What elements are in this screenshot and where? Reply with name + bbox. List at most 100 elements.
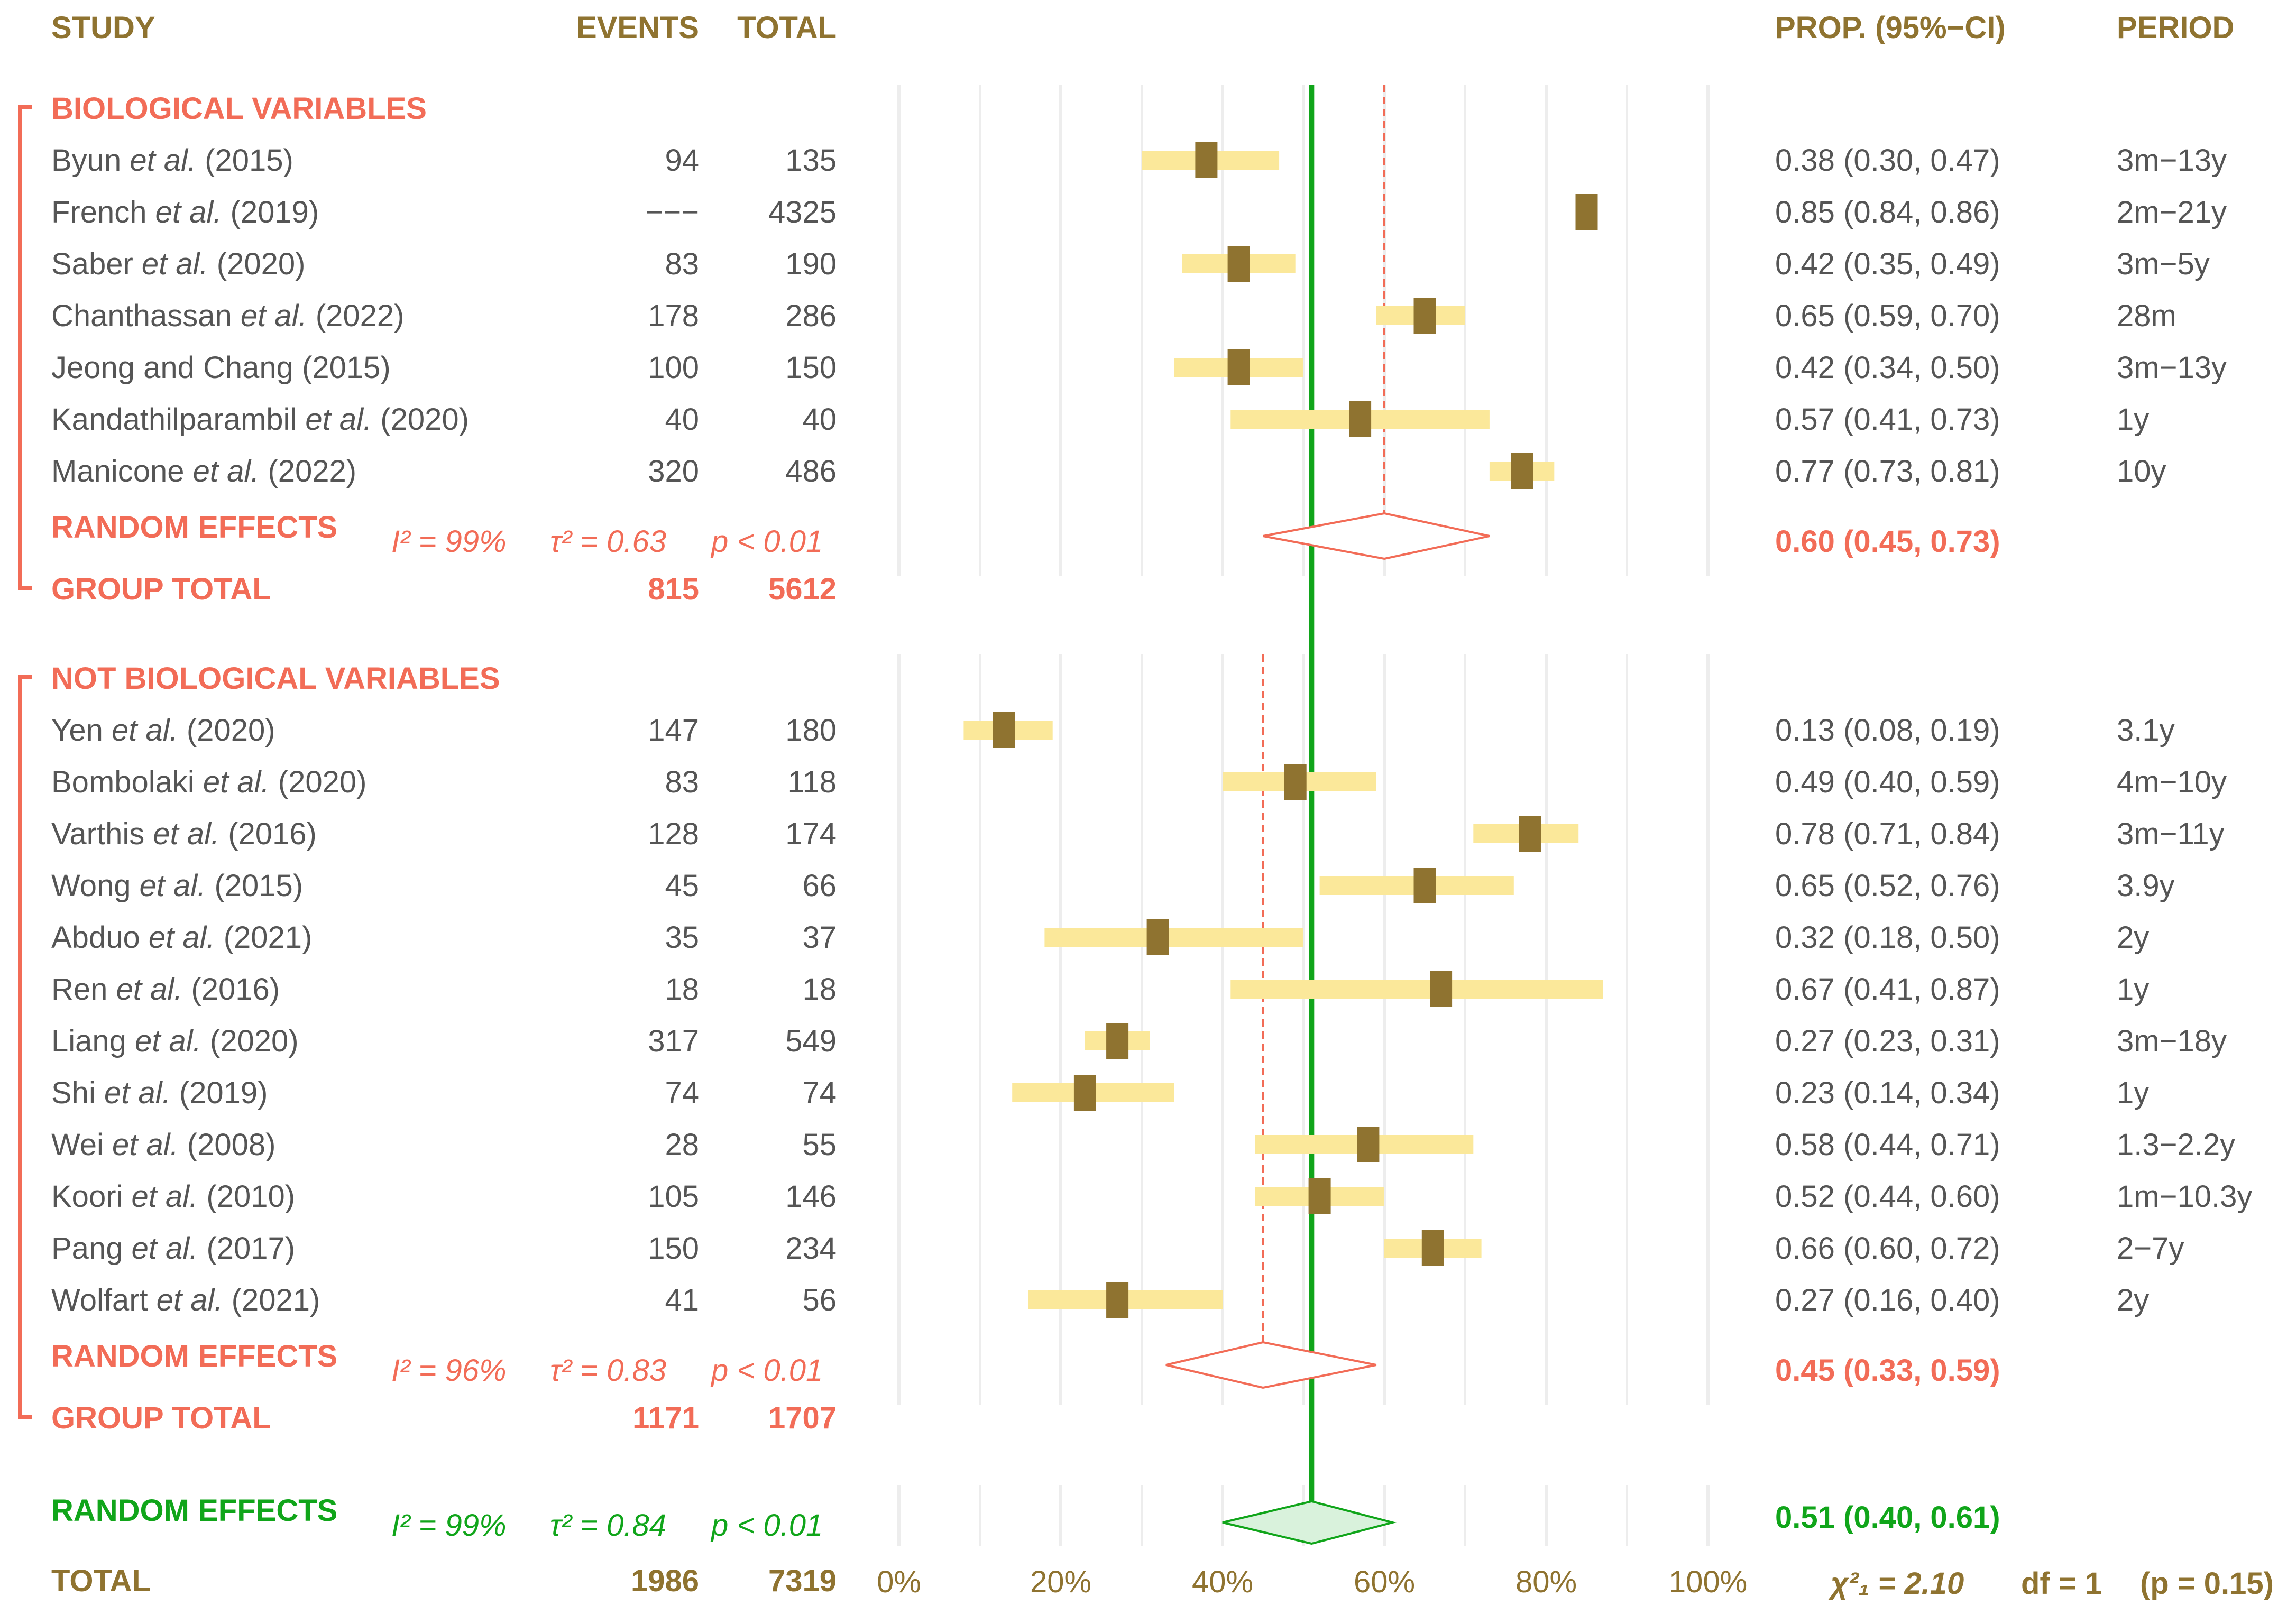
study-row: Koori et al. (2010) 105 146 0.52 (0.44, 0.6…	[51, 1178, 2252, 1214]
study-author: Saber	[51, 247, 142, 281]
overall-section: RANDOM EFFECTS I² = 99% τ² = 0.84 p < 0.01 0…	[51, 1493, 2274, 1601]
study-author: Wei	[51, 1128, 112, 1162]
study-etal: et al.	[104, 1076, 179, 1110]
study-total: 37	[802, 920, 837, 955]
study-etal: et al.	[157, 1283, 232, 1317]
group-total-label: GROUP TOTAL	[51, 1401, 271, 1435]
study-author: French	[51, 195, 155, 229]
study-events: 45	[665, 869, 699, 903]
study-year: (2022)	[316, 299, 405, 333]
header-period: PERIOD	[2117, 11, 2234, 45]
subgroup-df: df = 1	[2021, 1566, 2102, 1601]
study-ci-text: 0.38 (0.30, 0.47)	[1775, 143, 2000, 178]
study-ci-text: 0.49 (0.40, 0.59)	[1775, 765, 2000, 799]
study-author: Varthis	[51, 817, 153, 851]
study-period: 3m−5y	[2117, 247, 2210, 281]
study-events: 94	[665, 143, 699, 178]
study-year: (2016)	[191, 972, 280, 1007]
point-estimate	[1106, 1023, 1129, 1059]
study-period: 1m−10.3y	[2117, 1179, 2252, 1214]
study-year: (2021)	[224, 920, 313, 955]
study-events: 100	[648, 350, 699, 385]
study-label: French et al. (2019)	[51, 195, 319, 229]
study-label: Bombolaki et al. (2020)	[51, 765, 366, 799]
study-total: 118	[788, 765, 837, 799]
study-row: Wolfart et al. (2021) 41 56 0.27 (0.16, 0.4…	[51, 1282, 2149, 1318]
group-total-events: 815	[648, 572, 699, 606]
total-label: TOTAL	[51, 1564, 151, 1598]
study-author: Wong	[51, 869, 140, 903]
study-ci-text: 0.67 (0.41, 0.87)	[1775, 972, 2000, 1007]
study-etal: et al.	[193, 454, 268, 488]
overall-random-effects-label: RANDOM EFFECTS	[51, 1493, 337, 1528]
random-effects-p: p < 0.01	[710, 524, 823, 559]
study-events: 28	[665, 1128, 699, 1162]
study-period: 2−7y	[2117, 1231, 2184, 1266]
study-events: 41	[665, 1283, 699, 1317]
random-effects-i2: I² = 96%	[391, 1353, 507, 1388]
study-year: (2017)	[206, 1231, 295, 1266]
study-author: Kandathilparambil	[51, 402, 305, 437]
study-period: 2y	[2117, 1283, 2149, 1317]
column-headers: STUDY EVENTS TOTAL PROP. (95%−CI) PERIOD	[51, 11, 2234, 45]
header-prop-ci: PROP. (95%−CI)	[1775, 11, 2006, 45]
study-ci-text: 0.66 (0.60, 0.72)	[1775, 1231, 2000, 1266]
study-label: Chanthassan et al. (2022)	[51, 299, 404, 333]
study-label: Jeong and Chang (2015)	[51, 350, 391, 385]
study-etal: et al.	[142, 247, 217, 281]
rows-layer: BIOLOGICAL VARIABLES Byun et al. (2015) 94…	[18, 91, 2274, 1601]
study-etal: et al.	[135, 1024, 210, 1058]
study-author: Chanthassan	[51, 299, 241, 333]
ci-bar	[1044, 928, 1303, 947]
study-row: Saber et al. (2020) 83 190 0.42 (0.35, 0.49…	[51, 246, 2210, 282]
study-events: 105	[648, 1179, 699, 1214]
study-ci-text: 0.23 (0.14, 0.34)	[1775, 1076, 2000, 1110]
group-total-row: GROUP TOTAL 815 5612	[51, 572, 837, 606]
study-year: (2015)	[214, 869, 303, 903]
point-estimate	[1284, 764, 1307, 800]
study-label: Varthis et al. (2016)	[51, 817, 317, 851]
study-etal: et al.	[241, 299, 316, 333]
study-total: 4325	[768, 195, 837, 229]
study-ci-text: 0.77 (0.73, 0.81)	[1775, 454, 2000, 488]
point-estimate	[1146, 919, 1169, 955]
study-ci-text: 0.65 (0.52, 0.76)	[1775, 869, 2000, 903]
random-effects-ci-text: 0.45 (0.33, 0.59)	[1775, 1353, 2000, 1388]
axis-tick-label: 80%	[1516, 1565, 1577, 1599]
study-year: (2020)	[217, 247, 306, 281]
study-total: 55	[802, 1128, 837, 1162]
study-row: Varthis et al. (2016) 128 174 0.78 (0.71, 0…	[51, 816, 2225, 852]
point-estimate	[1308, 1178, 1331, 1214]
point-estimate	[1413, 868, 1436, 903]
study-period: 3m−13y	[2117, 143, 2227, 178]
group-bracket	[18, 675, 32, 1419]
study-etal: et al.	[130, 143, 205, 178]
study-label: Byun et al. (2015)	[51, 143, 293, 178]
study-ci-text: 0.13 (0.08, 0.19)	[1775, 713, 2000, 748]
random-effects-ci-text: 0.60 (0.45, 0.73)	[1775, 524, 2000, 559]
study-author: Pang	[51, 1231, 132, 1266]
study-events: 83	[665, 765, 699, 799]
ci-bar	[1230, 980, 1603, 999]
study-label: Liang et al. (2020)	[51, 1024, 299, 1058]
study-etal: et al.	[149, 920, 224, 955]
group-total-label: GROUP TOTAL	[51, 572, 271, 606]
point-estimate	[1357, 1127, 1380, 1162]
study-author: Byun	[51, 143, 130, 178]
study-author: Abduo	[51, 920, 149, 955]
study-period: 1y	[2117, 1076, 2149, 1110]
group-2: NOT BIOLOGICAL VARIABLES Yen et al. (2020…	[18, 661, 2252, 1435]
study-ci-text: 0.32 (0.18, 0.50)	[1775, 920, 2000, 955]
study-row: Ren et al. (2016) 18 18 0.67 (0.41, 0.87) 1y	[51, 971, 2149, 1007]
group-total-events: 1171	[632, 1401, 699, 1435]
random-effects-p: p < 0.01	[710, 1353, 823, 1388]
study-events: 18	[665, 972, 699, 1007]
study-label: Koori et al. (2010)	[51, 1179, 295, 1214]
study-total: 234	[785, 1231, 837, 1266]
study-etal: et al.	[153, 817, 228, 851]
study-year: (2015)	[205, 143, 293, 178]
overall-random-effects-p: p < 0.01	[710, 1508, 823, 1543]
null-line-layer	[1262, 85, 1385, 1501]
point-estimate	[1575, 194, 1598, 230]
study-period: 3.1y	[2117, 713, 2175, 748]
